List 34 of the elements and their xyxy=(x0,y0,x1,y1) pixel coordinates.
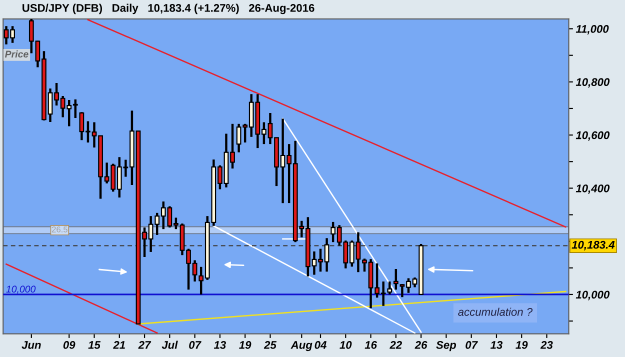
x-tick-label: 13 xyxy=(214,341,226,349)
y-tick-label: 11,000 xyxy=(576,25,609,34)
x-tick-label: 04 xyxy=(314,341,326,349)
x-tick-label: 26 xyxy=(414,341,428,349)
x-tick-label: Jul xyxy=(162,340,178,349)
y-tick-label: 10,600 xyxy=(576,131,610,141)
y-tick-label: 10,400 xyxy=(576,184,610,194)
x-tick-label: 22 xyxy=(390,341,402,349)
x-tick-label: 09 xyxy=(63,341,76,349)
x-tick-label: 21 xyxy=(113,341,125,349)
x-tick-label: Sep xyxy=(436,341,456,352)
x-tick-label: 25 xyxy=(264,341,277,349)
candlestick xyxy=(387,280,392,296)
y-tick-label: 10,800 xyxy=(576,78,610,88)
x-tick-label: 19 xyxy=(239,341,252,349)
x-tick-label: 07 xyxy=(189,341,202,349)
candlestick xyxy=(393,268,398,291)
x-tick-label: 16 xyxy=(364,341,378,349)
x-tick-label: 23 xyxy=(540,341,553,349)
x-tick-label: Aug xyxy=(290,341,312,352)
ref-line-label: 10,000 xyxy=(6,286,36,294)
band-label: 26.5 xyxy=(52,226,68,232)
ref-line-label: 10,183.4 xyxy=(572,240,615,250)
x-tick-label: 19 xyxy=(516,341,528,349)
x-tick-label: 07 xyxy=(466,341,478,349)
x-tick-label: 15 xyxy=(88,341,101,349)
x-tick-label: 27 xyxy=(138,341,152,349)
x-tick-label: Jun xyxy=(22,341,41,349)
y-axis-title: Price xyxy=(4,50,28,58)
annotation: accumulation ? xyxy=(458,308,533,316)
y-tick-label: 10,000 xyxy=(576,290,610,300)
chart-title: USD/JPY (DFB) Daily 10,183.4 (+1.27%) 26-Aug-2016 xyxy=(22,4,314,14)
x-tick-label: 10 xyxy=(340,341,352,349)
x-tick-label: 13 xyxy=(490,341,503,349)
